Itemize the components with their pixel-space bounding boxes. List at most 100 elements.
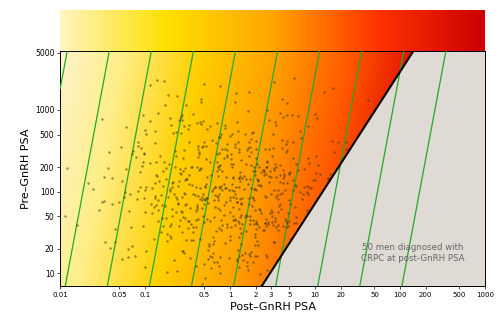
Point: [108, 175, 116, 180]
Point: [210, 259, 218, 264]
Point: [216, 162, 224, 168]
Point: [208, 255, 216, 260]
Point: [180, 190, 188, 196]
Point: [208, 189, 216, 194]
Point: [162, 215, 170, 220]
Point: [237, 241, 245, 246]
Point: [198, 198, 205, 203]
Point: [260, 172, 268, 177]
Point: [238, 158, 246, 163]
Point: [202, 143, 209, 149]
Point: [272, 120, 280, 125]
Point: [314, 115, 322, 120]
Point: [244, 251, 252, 256]
Point: [216, 166, 224, 171]
Point: [324, 176, 332, 181]
Point: [230, 188, 237, 194]
Point: [263, 107, 271, 112]
Point: [189, 237, 197, 242]
Point: [304, 155, 312, 161]
Point: [156, 153, 164, 158]
Point: [194, 146, 202, 151]
Point: [320, 90, 328, 95]
Point: [216, 131, 224, 136]
Point: [246, 221, 254, 226]
Point: [192, 225, 200, 230]
Point: [280, 188, 288, 193]
Point: [218, 168, 226, 174]
Point: [330, 150, 338, 155]
Point: [166, 234, 174, 239]
Point: [324, 179, 332, 185]
Point: [270, 167, 278, 173]
Point: [147, 201, 155, 206]
Point: [298, 136, 306, 141]
Point: [196, 119, 204, 124]
Point: [238, 196, 246, 201]
Point: [216, 270, 224, 275]
Point: [176, 167, 184, 172]
Point: [233, 258, 241, 263]
Point: [252, 147, 260, 152]
Point: [202, 156, 210, 162]
Point: [215, 226, 223, 231]
Point: [232, 144, 239, 149]
Point: [136, 185, 144, 190]
Point: [188, 229, 196, 234]
Point: [168, 179, 176, 185]
Point: [280, 176, 287, 181]
Point: [174, 201, 182, 206]
Point: [266, 175, 274, 180]
Point: [270, 216, 278, 221]
Point: [152, 160, 160, 165]
Point: [238, 257, 246, 263]
Point: [267, 192, 275, 197]
Point: [228, 131, 236, 136]
Point: [234, 146, 242, 151]
Point: [139, 112, 147, 117]
Point: [270, 131, 278, 136]
Point: [146, 161, 154, 166]
Point: [276, 207, 284, 212]
Point: [186, 181, 194, 186]
Point: [220, 203, 228, 208]
Point: [236, 231, 244, 236]
Point: [298, 196, 306, 201]
Point: [274, 227, 282, 232]
Point: [269, 222, 277, 227]
Point: [260, 278, 268, 283]
Point: [222, 146, 230, 151]
Point: [231, 223, 239, 228]
Point: [278, 97, 286, 102]
Point: [162, 176, 170, 181]
Point: [234, 264, 242, 269]
Point: [254, 242, 262, 248]
Point: [302, 183, 310, 188]
Point: [278, 181, 286, 186]
Point: [233, 200, 241, 205]
Point: [164, 92, 172, 97]
Point: [128, 152, 136, 157]
Point: [162, 103, 170, 108]
Point: [220, 126, 228, 131]
Point: [134, 197, 141, 202]
Point: [118, 178, 126, 184]
Point: [194, 120, 202, 125]
Point: [148, 186, 156, 191]
Point: [272, 165, 280, 170]
Point: [213, 169, 221, 174]
Point: [261, 146, 269, 151]
Point: [252, 138, 260, 143]
Point: [142, 132, 150, 137]
Point: [204, 248, 212, 253]
Point: [101, 239, 109, 244]
Point: [230, 205, 237, 210]
Point: [146, 118, 154, 124]
Point: [303, 189, 311, 195]
Point: [291, 182, 299, 187]
Point: [245, 195, 253, 201]
Point: [253, 238, 261, 243]
Point: [117, 144, 125, 150]
Point: [261, 221, 269, 226]
Point: [211, 204, 219, 210]
